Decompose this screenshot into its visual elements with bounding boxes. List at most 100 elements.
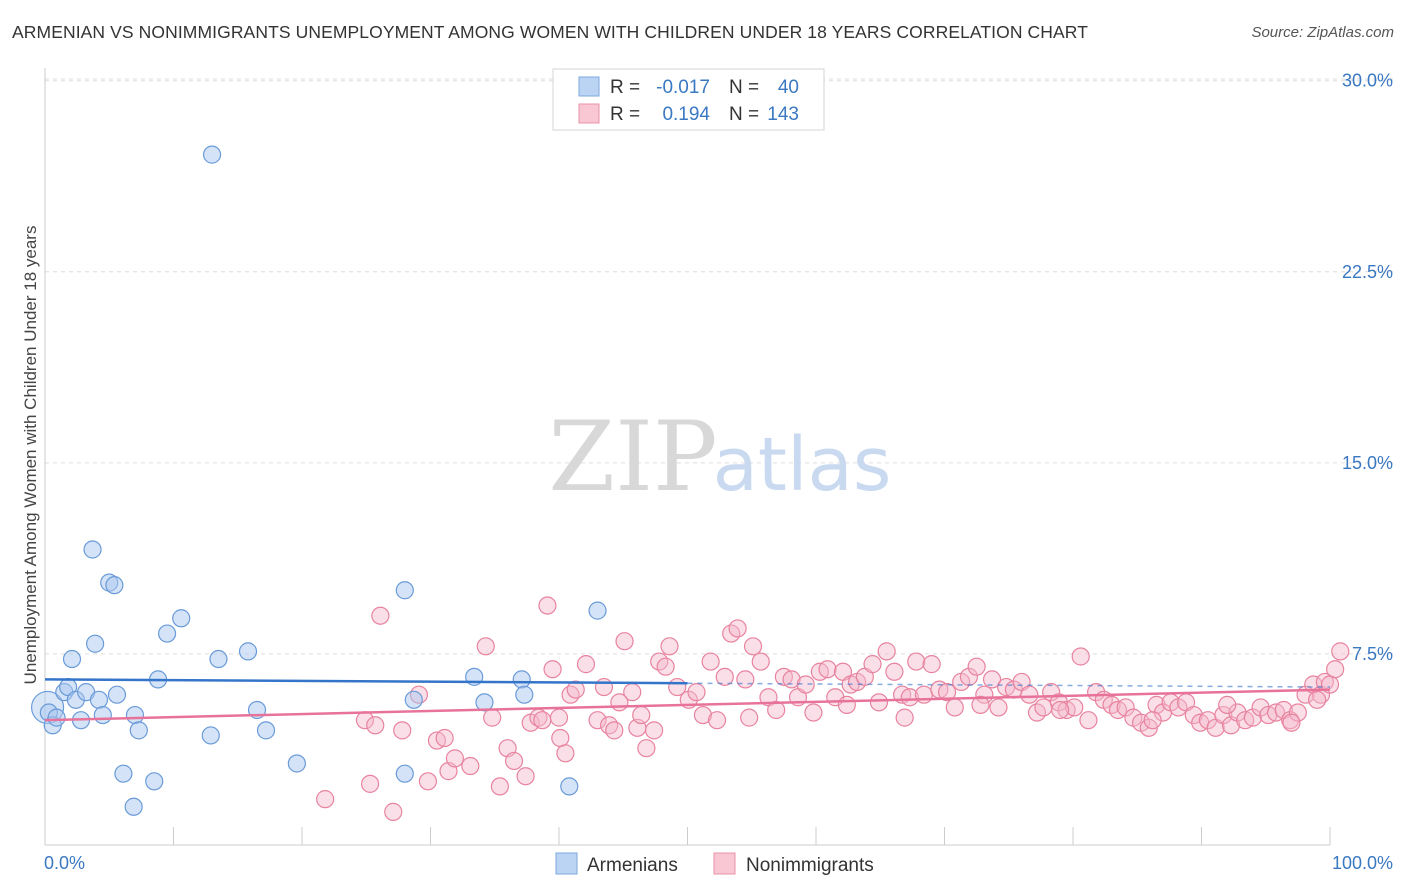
armenians-point-36: [512, 670, 531, 689]
nonimmigrants-point-30: [588, 711, 607, 730]
watermark-atlas: atlas: [713, 422, 892, 508]
nonimmigrants-point-31: [594, 677, 614, 697]
nonimmigrants-point-85: [989, 698, 1008, 717]
y-tick-label-1: 15.0%: [1342, 453, 1393, 473]
nonimmigrants-point-33: [605, 721, 624, 740]
nonimmigrants-point-13: [461, 756, 480, 776]
nonimmigrants-point-41: [660, 637, 679, 656]
armenians-point-16: [114, 764, 133, 783]
nonimmigrants-point-57: [782, 670, 801, 689]
armenians-point-10: [86, 634, 105, 653]
armenians-point-24: [201, 726, 220, 745]
armenians-point-25: [202, 145, 222, 164]
nonimmigrants-point-96: [1071, 647, 1090, 666]
armenians-point-39: [588, 601, 607, 620]
armenians-trend-extension: [687, 682, 1331, 688]
y-tick-label-0: 7.5%: [1352, 644, 1393, 664]
nonimmigrants-point-29: [576, 655, 596, 674]
nonimmigrants-point-18: [504, 751, 524, 771]
nonimmigrants-point-5: [384, 802, 403, 821]
armenians-point-23: [172, 609, 191, 628]
nonimmigrants-point-15: [483, 708, 502, 727]
armenians-trend-line: [44, 678, 688, 685]
nonimmigrants-point-2: [361, 774, 380, 793]
nonimmigrants-point-137: [837, 695, 856, 714]
watermark-zip: ZIP: [548, 401, 717, 513]
armenians-point-35: [475, 693, 494, 712]
x-tick-labels: 0.0% 100.0%: [44, 853, 1393, 873]
nonimmigrants-point-16: [490, 777, 509, 796]
nonimmigrants-point-141: [1143, 711, 1162, 730]
nonimmigrants-point-24: [543, 660, 562, 679]
bottom-legend-nonimmigrants: Nonimmigrants: [746, 855, 874, 876]
legend-n-value-2: 143: [767, 104, 799, 125]
nonimmigrants-point-53: [751, 652, 770, 671]
nonimmigrants-point-71: [885, 662, 904, 681]
nonimmigrants-point-136: [740, 708, 759, 727]
armenians-point-12: [93, 705, 112, 725]
nonimmigrants-point-125: [1288, 703, 1307, 722]
nonimmigrants-point-62: [818, 660, 837, 679]
nonimmigrants-point-40: [656, 657, 675, 676]
armenians-point-20: [145, 772, 164, 791]
y-tick-label-2: 22.5%: [1342, 262, 1393, 282]
y-tick-label-3: 30.0%: [1342, 71, 1393, 91]
nonimmigrants-point-115: [1214, 705, 1233, 725]
x-tick-label-0: 0.0%: [44, 853, 85, 873]
armenians-point-37: [515, 685, 534, 704]
y-axis-title: Unemployment Among Women with Children U…: [21, 226, 40, 685]
nonimmigrants-point-138: [895, 708, 914, 727]
nonimmigrants-point-6: [393, 721, 412, 740]
nonimmigrants-point-69: [869, 693, 889, 712]
nonimmigrants-points: [316, 596, 1350, 821]
nonimmigrants-point-84: [982, 670, 1002, 689]
nonimmigrants-point-34: [615, 632, 634, 651]
nonimmigrants-point-135: [632, 705, 651, 725]
armenians-point-9: [83, 540, 102, 559]
nonimmigrants-point-73: [900, 688, 919, 707]
nonimmigrants-point-142: [1218, 695, 1237, 714]
nonimmigrants-point-46: [701, 652, 720, 671]
watermark: ZIP atlas: [548, 401, 891, 513]
series-legend: Armenians Nonimmigrants: [555, 852, 874, 876]
nonimmigrants-point-47: [707, 711, 727, 730]
legend-r-label-1: R =: [610, 77, 640, 98]
armenians-point-22: [157, 624, 177, 643]
armenians-point-26: [209, 649, 228, 669]
legend-r-value-1: -0.017: [656, 77, 710, 98]
source-label: Source: ZipAtlas.com: [1251, 24, 1394, 41]
nonimmigrants-point-32: [600, 716, 619, 735]
armenians-point-38: [560, 777, 579, 796]
correlation-legend: R = -0.017 N = 40 R = 0.194 N = 143: [552, 68, 825, 131]
armenians-point-27: [238, 642, 258, 661]
x-tick-label-1: 100.0%: [1332, 853, 1393, 873]
nonimmigrants-point-74: [907, 652, 926, 671]
nonimmigrants-point-89: [1020, 685, 1039, 704]
armenians-point-19: [129, 721, 148, 740]
armenians-point-11: [89, 690, 109, 709]
nonimmigrants-point-139: [971, 695, 990, 714]
armenians-point-17: [124, 797, 143, 816]
armenians-point-30: [287, 754, 306, 773]
nonimmigrants-trend-line: [44, 688, 1331, 722]
armenians-point-18: [125, 705, 145, 725]
nonimmigrants-point-50: [728, 619, 747, 638]
armenians-point-2: [47, 708, 66, 727]
nonimmigrants-point-44: [687, 683, 706, 702]
nonimmigrants-point-12: [445, 749, 465, 768]
nonimmigrants-point-10: [435, 728, 454, 748]
armenians-point-31: [395, 581, 414, 600]
nonimmigrants-point-55: [767, 700, 786, 720]
bottom-legend-armenians: Armenians: [587, 855, 678, 876]
armenians-point-5: [62, 649, 82, 669]
nonimmigrants-point-78: [937, 683, 957, 702]
y-tick-labels: 7.5% 15.0% 22.5% 30.0%: [1342, 71, 1393, 664]
nonimmigrants-point-19: [516, 767, 535, 786]
legend-n-label-1: N =: [729, 77, 759, 98]
nonimmigrants-point-25: [551, 728, 570, 748]
nonimmigrants-point-28: [566, 680, 585, 699]
armenians-points: [30, 145, 607, 816]
nonimmigrants-point-60: [804, 703, 823, 722]
legend-swatch-nonimmigrants: [578, 103, 600, 124]
